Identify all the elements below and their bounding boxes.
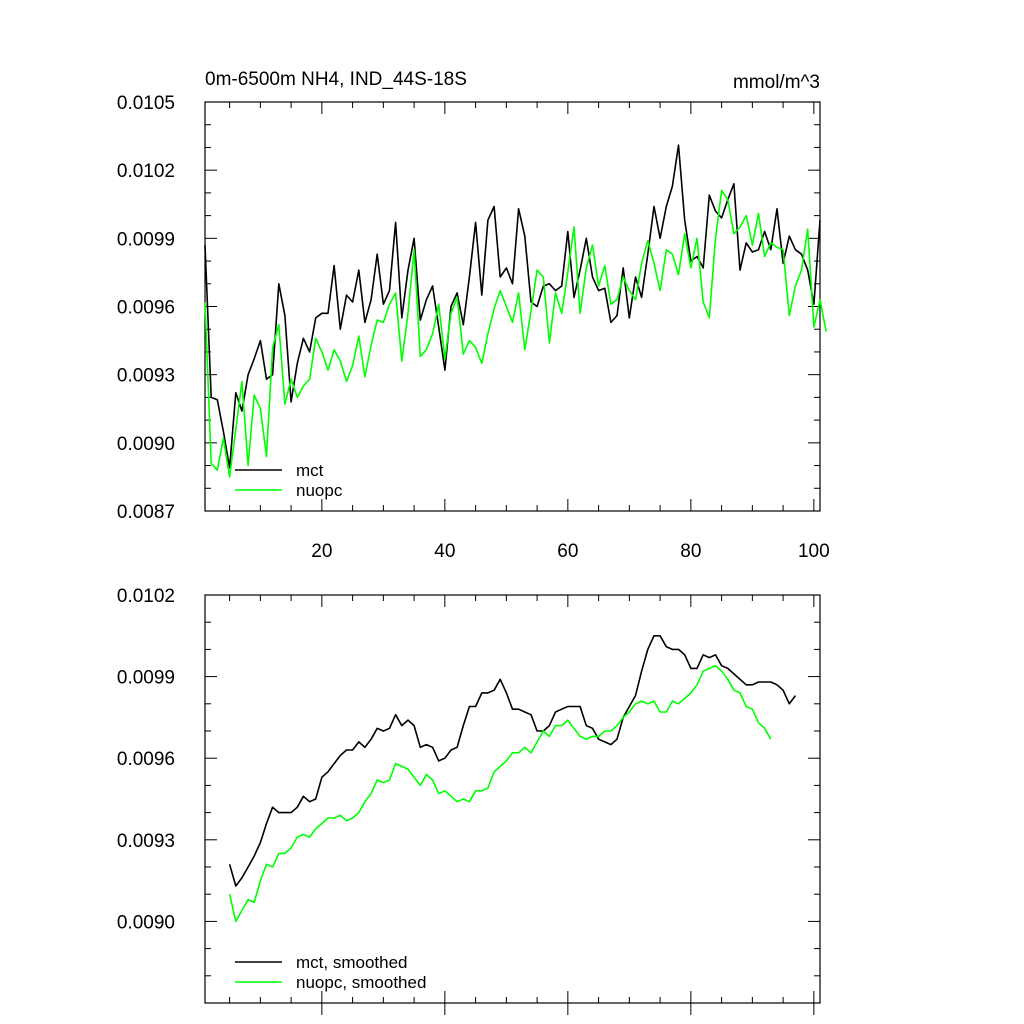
series-line-nuopc-smoothed [228,664,772,923]
x-tick-label: 60 [557,541,578,562]
x-tick-label: 80 [680,541,701,562]
bottom-panel: 0.0090 0.0093 0.0096 0.0099 0.0102 mct, smoo… [117,586,821,1015]
top-legend: mct nuopc [235,461,343,500]
x-tick-label: 40 [434,541,455,562]
top-y-axis: 0.0087 0.0090 0.0093 0.0096 0.0099 0.0102 0.01… [117,93,820,523]
y-tick-label: 0.0087 [117,502,175,523]
y-tick-label: 0.0102 [117,161,175,182]
y-tick-label: 0.0099 [117,668,175,689]
units-label: mmol/m^3 [733,72,820,93]
bottom-x-axis [229,595,815,1015]
bottom-y-axis: 0.0090 0.0093 0.0096 0.0099 0.0102 [117,586,820,1004]
legend-mct-label: mct [296,461,324,480]
bottom-plot-frame [204,594,821,1004]
legend-nuopc-smoothed-label: nuopc, smoothed [296,973,426,992]
y-tick-label: 0.0102 [117,586,175,607]
y-tick-label: 0.0096 [117,298,175,319]
series-line-nuopc [204,189,827,478]
top-series-group [204,144,827,478]
x-tick-label: 20 [311,541,332,562]
series-line-mct-smoothed [228,634,797,887]
y-tick-label: 0.0105 [117,93,175,114]
top-plot-frame [204,101,821,512]
legend-mct-smoothed-label: mct, smoothed [296,953,408,972]
x-tick-label: 100 [798,541,830,562]
y-tick-label: 0.0093 [117,366,175,387]
y-tick-label: 0.0093 [117,831,175,852]
top-x-axis: 20 40 60 80 100 [229,102,830,562]
chart-title: 0m-6500m NH4, IND_44S-18S [205,69,467,90]
bottom-legend: mct, smoothed nuopc, smoothed [235,953,426,992]
legend-nuopc-label: nuopc [296,481,343,500]
bottom-series-group [228,634,797,923]
y-tick-label: 0.0096 [117,749,175,770]
series-line-mct [204,144,821,469]
y-tick-label: 0.0090 [117,912,175,933]
top-panel: 0m-6500m NH4, IND_44S-18S mmol/m^3 0.008… [117,69,830,562]
y-tick-label: 0.0099 [117,229,175,250]
y-tick-label: 0.0090 [117,434,175,455]
